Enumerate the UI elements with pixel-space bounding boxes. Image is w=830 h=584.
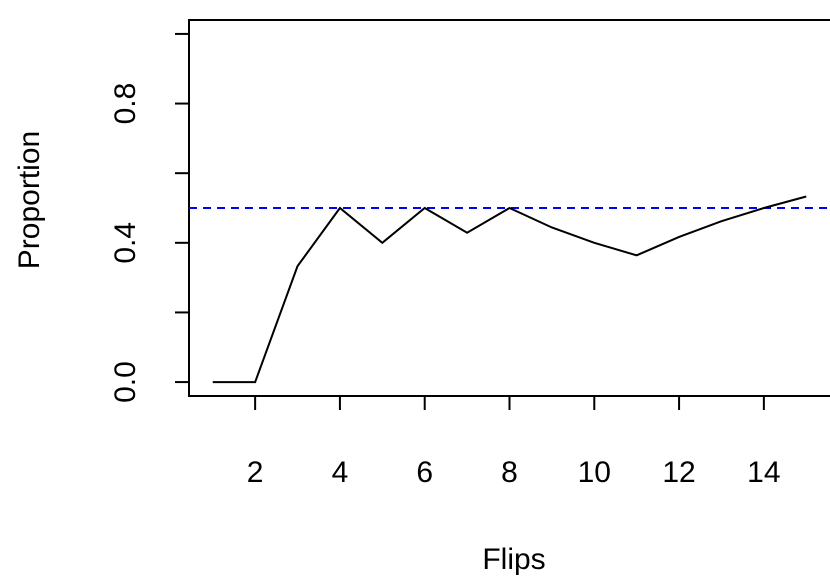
data-point — [339, 208, 340, 209]
y-tick-label: 0.8 — [109, 83, 142, 125]
y-tick-label: 0.0 — [109, 361, 142, 403]
data-point — [382, 242, 383, 243]
y-tick-label: 0.4 — [109, 222, 142, 264]
data-point — [212, 382, 213, 383]
x-tick-label: 14 — [747, 456, 780, 489]
data-point — [594, 242, 595, 243]
data-point — [551, 227, 552, 228]
data-point — [297, 266, 298, 267]
x-tick-label: 6 — [416, 456, 433, 489]
data-point — [467, 232, 468, 233]
x-axis-title: Flips — [482, 543, 545, 576]
x-tick-label: 4 — [332, 456, 349, 489]
data-point — [721, 221, 722, 222]
x-tick-label: 8 — [501, 456, 518, 489]
data-point — [763, 208, 764, 209]
data-point — [424, 208, 425, 209]
y-axis-title: Proportion — [13, 131, 46, 269]
data-point — [806, 196, 807, 197]
data-point — [255, 382, 256, 383]
x-tick-label: 12 — [662, 456, 695, 489]
x-tick-label: 2 — [247, 456, 264, 489]
x-tick-label: 10 — [578, 456, 611, 489]
data-point — [636, 255, 637, 256]
proportion-line — [212, 195, 807, 384]
data-point — [679, 236, 680, 237]
data-point — [509, 208, 510, 209]
